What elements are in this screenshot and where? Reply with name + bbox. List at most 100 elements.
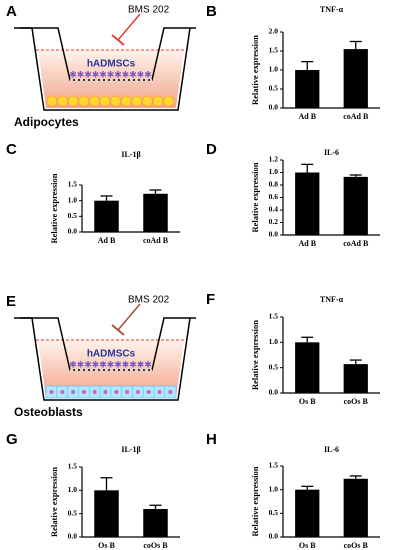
bar bbox=[295, 342, 320, 393]
stem-cell: ✱ bbox=[77, 69, 85, 79]
stem-cell: ✱ bbox=[137, 359, 145, 369]
stem-cell: ✱ bbox=[137, 69, 145, 79]
adipocyte bbox=[120, 95, 132, 107]
adipocyte bbox=[99, 95, 111, 107]
panel-letter: H bbox=[206, 431, 217, 448]
stem-cell: ✱ bbox=[99, 359, 107, 369]
stem-cell: ✱ bbox=[129, 69, 137, 79]
y-tick-label: 1.5 bbox=[269, 312, 279, 321]
bar bbox=[143, 509, 168, 537]
chart-title: IL-1β bbox=[121, 150, 140, 159]
x-tick-label: Os B bbox=[299, 397, 316, 406]
panel-letter: D bbox=[206, 141, 217, 158]
y-tick-label: 0.2 bbox=[269, 217, 279, 226]
stem-cell: ✱ bbox=[92, 69, 100, 79]
panel-letter: G bbox=[6, 431, 18, 448]
stem-cell: ✱ bbox=[84, 69, 92, 79]
bar bbox=[295, 172, 320, 235]
bar bbox=[295, 489, 320, 537]
bar bbox=[143, 193, 168, 232]
y-tick-label: 1.0 bbox=[269, 167, 279, 176]
cells-label: hADMSCs bbox=[87, 59, 136, 70]
stem-cell: ✱ bbox=[122, 359, 130, 369]
osteoblast-nucleus bbox=[157, 390, 162, 394]
bar bbox=[94, 490, 119, 537]
inhibitor-line bbox=[117, 303, 141, 331]
adipocyte bbox=[152, 95, 164, 107]
chart-title: IL-6 bbox=[324, 445, 339, 454]
osteoblast-nucleus bbox=[168, 390, 173, 394]
adipocyte bbox=[141, 95, 153, 107]
drug-label: BMS 202 bbox=[128, 5, 170, 16]
y-tick-label: 1.0 bbox=[68, 485, 78, 494]
stem-cell: ✱ bbox=[69, 359, 77, 369]
y-tick-label: 0.0 bbox=[68, 532, 78, 541]
osteoblast-nucleus bbox=[146, 390, 151, 394]
y-tick-label: 1.5 bbox=[269, 461, 279, 470]
y-axis-label: Relative expression bbox=[250, 35, 260, 105]
y-axis-label: Relative expression bbox=[49, 467, 59, 537]
y-tick-label: 0.5 bbox=[68, 508, 78, 517]
stem-cell: ✱ bbox=[144, 69, 152, 79]
y-axis-label: Relative expression bbox=[250, 162, 260, 232]
chart-title: IL-6 bbox=[324, 148, 339, 157]
bar bbox=[343, 364, 368, 393]
y-tick-label: 1.0 bbox=[269, 337, 279, 346]
y-tick-label: 0.0 bbox=[68, 227, 78, 236]
x-tick-label: Ad B bbox=[298, 239, 316, 248]
adipocyte bbox=[78, 95, 90, 107]
adipocyte bbox=[163, 95, 175, 107]
well-medium bbox=[38, 340, 184, 398]
y-tick-label: 1.2 bbox=[269, 155, 279, 164]
inhibitor-line bbox=[117, 13, 141, 41]
y-tick-label: 1.0 bbox=[68, 195, 78, 204]
bar bbox=[343, 176, 368, 235]
y-tick-label: 0.5 bbox=[269, 84, 279, 93]
stem-cell: ✱ bbox=[107, 359, 115, 369]
x-tick-label: Ad B bbox=[298, 112, 316, 121]
stem-cell: ✱ bbox=[69, 69, 77, 79]
stem-cell: ✱ bbox=[77, 359, 85, 369]
osteoblast-nucleus bbox=[92, 390, 97, 394]
bar bbox=[343, 49, 368, 108]
base-label: Osteoblasts bbox=[14, 405, 83, 419]
chart-title: TNF-α bbox=[320, 295, 344, 304]
adipocyte bbox=[89, 95, 100, 107]
adipocyte bbox=[131, 95, 143, 107]
x-tick-label: coOs B bbox=[143, 541, 168, 550]
chart-title: IL-1β bbox=[121, 445, 140, 454]
y-axis-label: Relative expression bbox=[250, 466, 260, 536]
y-tick-label: 1.5 bbox=[269, 46, 279, 55]
x-tick-label: coAd B bbox=[343, 239, 369, 248]
bar bbox=[343, 478, 368, 537]
well-medium bbox=[38, 50, 184, 108]
panel-letter: A bbox=[6, 3, 17, 20]
osteoblast-nucleus bbox=[114, 390, 119, 394]
adipocyte bbox=[46, 95, 58, 107]
stem-cell: ✱ bbox=[84, 359, 92, 369]
x-tick-label: Os B bbox=[98, 541, 115, 550]
osteoblast-nucleus bbox=[81, 390, 86, 394]
y-tick-label: 1.5 bbox=[68, 462, 78, 471]
osteoblast-nucleus bbox=[135, 390, 140, 394]
y-tick-label: 2.0 bbox=[269, 27, 279, 36]
inhibitor-bar bbox=[111, 324, 125, 336]
adipocyte bbox=[110, 95, 121, 107]
adipocyte bbox=[57, 95, 68, 107]
stem-cell: ✱ bbox=[144, 359, 152, 369]
cells-label: hADMSCs bbox=[87, 349, 136, 360]
y-tick-label: 0.6 bbox=[269, 192, 279, 201]
y-tick-label: 1.0 bbox=[269, 65, 279, 74]
stem-cell: ✱ bbox=[92, 359, 100, 369]
stem-cell: ✱ bbox=[107, 69, 115, 79]
panel-letter: E bbox=[6, 293, 16, 310]
chart-title: TNF-α bbox=[320, 5, 344, 14]
y-tick-label: 0.5 bbox=[269, 508, 279, 517]
y-tick-label: 0.8 bbox=[269, 180, 279, 189]
osteoblast-nucleus bbox=[60, 390, 65, 394]
y-tick-label: 0.5 bbox=[269, 362, 279, 371]
adipocyte bbox=[67, 95, 79, 107]
y-tick-label: 0.0 bbox=[269, 103, 279, 112]
y-tick-label: 0.0 bbox=[269, 388, 279, 397]
